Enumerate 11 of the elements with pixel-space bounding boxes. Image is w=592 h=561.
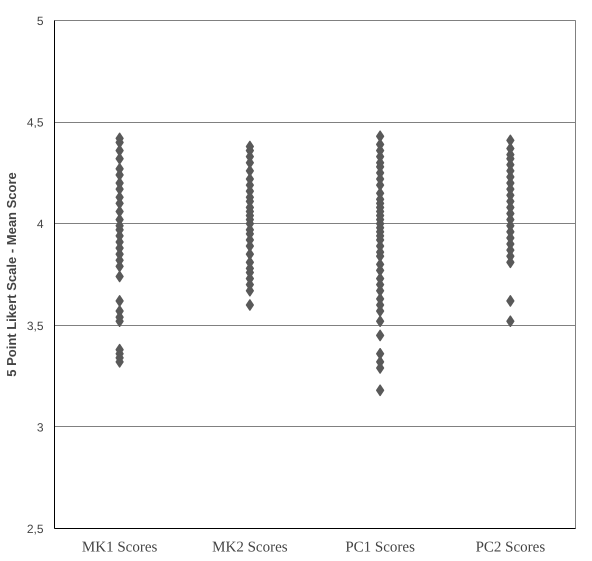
y-tick-label: 5 [36, 14, 44, 28]
y-tick-label: 4 [36, 217, 44, 232]
y-tick-label: 3,5 [26, 318, 44, 333]
y-axis-title: 5 Point Likert Scale - Mean Score [4, 172, 19, 377]
x-tick-label: MK1 Scores [82, 540, 158, 556]
x-tick-label: MK2 Scores [212, 540, 288, 556]
x-tick-label: PC1 Scores [345, 540, 416, 556]
y-tick-label: 2,5 [26, 522, 44, 536]
y-tick-label: 4,5 [26, 116, 44, 130]
y-tick-label: 3 [36, 420, 44, 434]
x-tick-label: PC2 Scores [476, 540, 546, 556]
